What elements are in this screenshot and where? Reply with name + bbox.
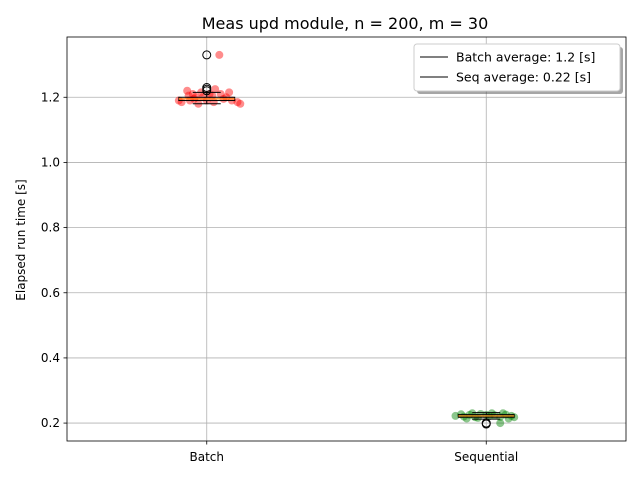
series-batch bbox=[174, 50, 245, 108]
data-point bbox=[233, 98, 242, 107]
y-tick-label: 1.0 bbox=[41, 155, 60, 169]
legend-entry: Batch average: 1.2 [s] bbox=[456, 50, 595, 65]
data-point bbox=[236, 99, 245, 108]
data-point bbox=[225, 88, 234, 97]
outlier-marker bbox=[202, 50, 212, 60]
data-point bbox=[183, 86, 192, 95]
y-tick-label: 0.4 bbox=[41, 351, 60, 365]
plot-area: 0.2 0.4 0.6 0.8 1.0 1.2 Batch Sequential Batch a… bbox=[41, 36, 627, 464]
data-point bbox=[215, 50, 224, 59]
chart-title: Meas upd module, n = 200, m = 30 bbox=[202, 14, 489, 33]
outlier-marker bbox=[481, 419, 491, 429]
x-tick-label: Sequential bbox=[454, 450, 518, 464]
y-tick-label: 1.2 bbox=[41, 90, 60, 104]
series-sequential bbox=[451, 409, 519, 429]
data-point bbox=[496, 419, 505, 428]
data-point bbox=[504, 414, 513, 423]
y-axis-label: Elapsed run time [s] bbox=[14, 179, 28, 300]
data-point bbox=[211, 85, 220, 94]
data-point bbox=[487, 409, 496, 418]
y-tick-label: 0.8 bbox=[41, 221, 60, 235]
legend-entry: Seq average: 0.22 [s] bbox=[456, 70, 591, 85]
legend-frame bbox=[413, 43, 621, 92]
y-tick-label: 0.6 bbox=[41, 286, 60, 300]
data-point bbox=[468, 409, 477, 418]
y-tick-label: 0.2 bbox=[41, 416, 60, 430]
legend: Batch average: 1.2 [s] Seq average: 0.22 … bbox=[413, 43, 623, 94]
data-point bbox=[451, 411, 460, 420]
x-tick-label: Batch bbox=[190, 450, 225, 464]
axes-frame bbox=[66, 36, 627, 442]
outlier-marker bbox=[202, 86, 212, 96]
data-point bbox=[499, 409, 508, 418]
data-point bbox=[462, 414, 471, 423]
